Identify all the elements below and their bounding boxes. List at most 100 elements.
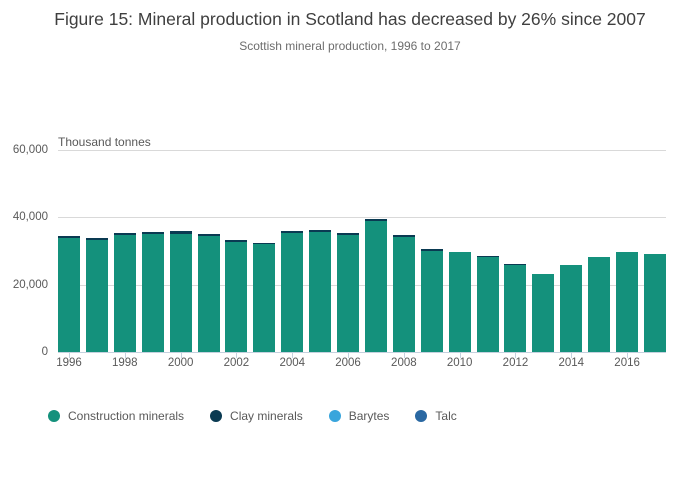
legend: Construction minerals Clay minerals Baryte… bbox=[48, 408, 457, 424]
legend-item-clay-minerals[interactable]: Clay minerals bbox=[210, 409, 303, 423]
x-tick-label-2000: 2000 bbox=[167, 357, 194, 369]
x-tick-label-2016: 2016 bbox=[614, 357, 640, 369]
bar-2017[interactable] bbox=[644, 254, 666, 352]
bar-1998[interactable] bbox=[113, 232, 136, 352]
bar-segment-construction-minerals-2007 bbox=[364, 221, 387, 352]
bar-segment-construction-minerals-2012 bbox=[504, 265, 527, 352]
legend-item-talc[interactable]: Talc bbox=[415, 409, 457, 423]
legend-label-clay-minerals: Clay minerals bbox=[230, 409, 303, 423]
bar-2012[interactable] bbox=[504, 264, 527, 352]
bar-segment-construction-minerals-2009 bbox=[420, 250, 443, 352]
legend-label-talc: Talc bbox=[435, 409, 457, 423]
y-tick-label-40000: 40,000 bbox=[12, 211, 48, 224]
bar-segment-construction-minerals-2011 bbox=[476, 256, 499, 352]
x-tick-label-2008: 2008 bbox=[391, 357, 417, 369]
x-tick-1998 bbox=[124, 353, 126, 358]
bar-segment-construction-minerals-1999 bbox=[141, 233, 164, 352]
x-tick-2000 bbox=[180, 353, 182, 358]
y-tick-label-60000: 60,000 bbox=[12, 144, 48, 156]
x-tick-label-2006: 2006 bbox=[335, 357, 361, 369]
bar-2000[interactable] bbox=[169, 231, 192, 352]
bar-segment-construction-minerals-2010 bbox=[448, 251, 471, 352]
bar-2009[interactable] bbox=[420, 249, 443, 352]
x-tick-label-1998: 1998 bbox=[112, 357, 138, 369]
bar-segment-construction-minerals-2008 bbox=[392, 236, 415, 352]
x-tick-label-2004: 2004 bbox=[279, 357, 306, 369]
x-tick-label-2002: 2002 bbox=[223, 357, 250, 369]
legend-dot-talc bbox=[415, 410, 428, 422]
bar-2005[interactable] bbox=[309, 229, 332, 352]
bar-segment-construction-minerals-2000 bbox=[169, 233, 192, 352]
figure-title: Figure 15: Mineral production in Scotlan… bbox=[54, 9, 646, 29]
bar-segment-clay-minerals-2003 bbox=[253, 242, 276, 245]
bar-segment-clay-minerals-2002 bbox=[225, 239, 248, 242]
x-tick-1996 bbox=[69, 353, 70, 358]
bar-2010[interactable] bbox=[448, 251, 471, 352]
bar-segment-construction-minerals-2004 bbox=[281, 233, 304, 352]
bar-2003[interactable] bbox=[253, 242, 276, 352]
x-tick-2004 bbox=[292, 353, 294, 358]
bar-segment-construction-minerals-2016 bbox=[616, 251, 639, 352]
bar-1997[interactable] bbox=[85, 237, 108, 352]
legend-label-barytes: Barytes bbox=[348, 409, 390, 423]
x-tick-2012 bbox=[515, 353, 517, 358]
x-tick-2014 bbox=[571, 353, 573, 358]
x-tick-2010 bbox=[459, 353, 461, 358]
x-tick-2016 bbox=[627, 353, 629, 358]
legend-item-barytes[interactable]: Barytes bbox=[328, 409, 390, 423]
x-tick-label-1996: 1996 bbox=[56, 357, 82, 369]
y-axis-unit-label: Thousand tonnes bbox=[58, 135, 151, 149]
x-tick-label-2010: 2010 bbox=[446, 357, 473, 369]
bar-segment-construction-minerals-2003 bbox=[253, 244, 276, 352]
bar-segment-clay-minerals-2006 bbox=[337, 233, 360, 236]
legend-dot-clay-minerals bbox=[210, 410, 223, 422]
bar-segment-clay-minerals-2009 bbox=[420, 249, 443, 251]
bar-2004[interactable] bbox=[281, 231, 304, 352]
gridline-20000 bbox=[58, 284, 666, 286]
bar-2007[interactable] bbox=[364, 219, 387, 352]
x-tick-2006 bbox=[348, 353, 350, 358]
bar-segment-clay-minerals-2001 bbox=[197, 233, 220, 236]
legend-dot-barytes bbox=[328, 410, 341, 422]
bar-segment-construction-minerals-2005 bbox=[309, 232, 332, 352]
bar-1996[interactable] bbox=[58, 236, 80, 352]
bar-segment-construction-minerals-1997 bbox=[85, 239, 108, 352]
legend-item-construction-minerals[interactable]: Construction minerals bbox=[48, 409, 184, 423]
bar-segment-construction-minerals-2015 bbox=[588, 257, 611, 352]
bar-2008[interactable] bbox=[392, 234, 415, 352]
gridline-60000 bbox=[58, 150, 666, 151]
bar-2006[interactable] bbox=[337, 233, 360, 352]
bar-2016[interactable] bbox=[616, 251, 639, 352]
bar-segment-clay-minerals-2012 bbox=[504, 264, 527, 266]
legend-label-construction-minerals: Construction minerals bbox=[68, 409, 185, 423]
bar-2001[interactable] bbox=[197, 233, 220, 352]
bar-1999[interactable] bbox=[141, 231, 164, 352]
bar-segment-construction-minerals-1996 bbox=[58, 237, 80, 352]
bar-segment-construction-minerals-1998 bbox=[113, 234, 136, 352]
bar-segment-construction-minerals-2001 bbox=[197, 235, 220, 352]
y-tick-label-20000: 20,000 bbox=[12, 278, 48, 291]
x-tick-label-2012: 2012 bbox=[502, 357, 529, 369]
bar-2011[interactable] bbox=[476, 255, 499, 352]
x-tick-2008 bbox=[403, 353, 405, 358]
bar-2014[interactable] bbox=[560, 264, 583, 352]
gridline-40000 bbox=[58, 217, 666, 219]
bar-2002[interactable] bbox=[225, 239, 248, 352]
plot-area bbox=[58, 150, 666, 353]
bar-segment-construction-minerals-2002 bbox=[225, 241, 248, 352]
bar-segment-construction-minerals-2006 bbox=[337, 235, 360, 352]
bar-segment-clay-minerals-1999 bbox=[141, 231, 164, 234]
bar-segment-clay-minerals-2000 bbox=[169, 231, 192, 234]
bar-segment-clay-minerals-1996 bbox=[58, 236, 80, 238]
bar-segment-construction-minerals-2014 bbox=[560, 264, 583, 352]
bar-2013[interactable] bbox=[532, 273, 555, 352]
bar-segment-clay-minerals-1997 bbox=[85, 237, 108, 240]
y-tick-label-0: 0 bbox=[41, 346, 48, 358]
bar-2015[interactable] bbox=[588, 257, 611, 352]
x-tick-label-2014: 2014 bbox=[558, 357, 585, 369]
bar-segment-clay-minerals-1998 bbox=[113, 232, 136, 235]
bar-segment-construction-minerals-2013 bbox=[532, 273, 555, 352]
figure-subtitle: Scottish mineral production, 1996 to 201… bbox=[239, 39, 461, 53]
bar-segment-clay-minerals-2005 bbox=[309, 229, 332, 233]
bar-segment-construction-minerals-2017 bbox=[644, 254, 666, 352]
